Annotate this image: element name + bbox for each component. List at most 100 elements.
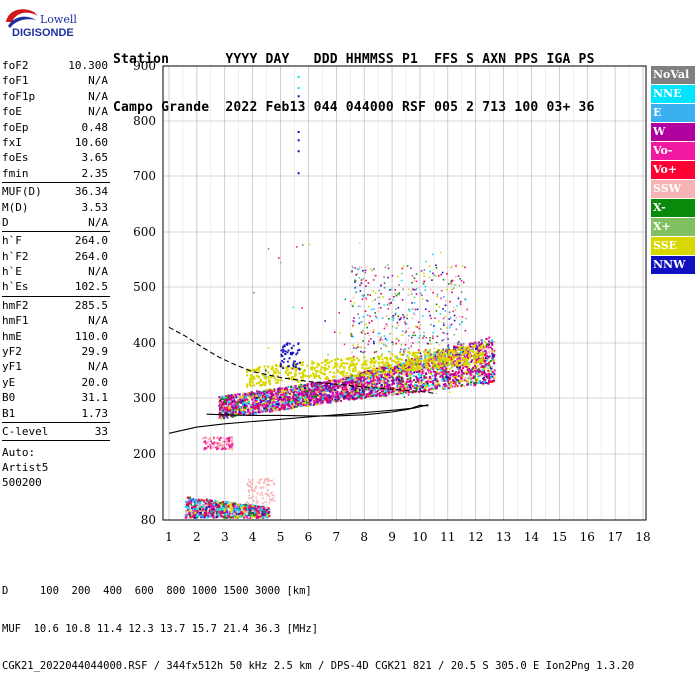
- echo-point: [326, 390, 328, 392]
- echo-point: [389, 305, 391, 307]
- echo-point: [479, 371, 481, 373]
- echo-point: [372, 290, 374, 292]
- echo-point: [486, 355, 488, 357]
- echo-point: [467, 345, 469, 347]
- echo-point: [265, 410, 267, 412]
- echo-point: [440, 328, 442, 330]
- echo-point: [304, 369, 306, 371]
- echo-point: [185, 501, 187, 503]
- echo-point: [456, 328, 458, 330]
- echo-point: [319, 399, 321, 401]
- echo-point: [323, 367, 325, 369]
- echo-point: [442, 348, 444, 350]
- echo-point: [361, 394, 363, 396]
- echo-point: [370, 387, 372, 389]
- x-tick-label: 2: [193, 530, 201, 544]
- echo-point: [440, 373, 442, 375]
- echo-point: [306, 398, 308, 400]
- echo-point: [330, 389, 332, 391]
- echo-point: [361, 346, 363, 348]
- echo-point: [370, 358, 372, 360]
- echo-point: [440, 357, 442, 359]
- echo-point: [409, 386, 411, 388]
- x-tick-label: 8: [360, 530, 368, 544]
- echo-point: [357, 394, 359, 396]
- echo-point: [362, 278, 364, 280]
- echo-point: [205, 512, 207, 514]
- echo-point: [211, 500, 213, 502]
- echo-point: [222, 445, 224, 447]
- echo-point: [450, 374, 452, 376]
- echo-point: [420, 324, 422, 326]
- echo-point: [312, 397, 314, 399]
- echo-point: [275, 372, 277, 374]
- echo-point: [460, 360, 462, 362]
- echo-point: [282, 405, 284, 407]
- grid-lines: [163, 66, 646, 520]
- echo-point: [332, 386, 334, 388]
- echo-point: [451, 292, 453, 294]
- logo-name: DIGISONDE: [12, 27, 74, 39]
- echo-point: [402, 364, 404, 366]
- echo-point: [433, 371, 435, 373]
- echo-point: [362, 385, 364, 387]
- echo-point: [334, 379, 336, 381]
- echo-point: [446, 273, 448, 275]
- echo-point: [192, 500, 194, 502]
- echo-point: [397, 374, 399, 376]
- y-tick-label: 500: [133, 280, 156, 294]
- echo-point: [392, 275, 394, 277]
- echo-point: [457, 372, 459, 374]
- echo-point: [331, 395, 333, 397]
- echo-point: [188, 499, 190, 501]
- echo-point: [273, 401, 275, 403]
- echo-point: [313, 404, 315, 406]
- echo-point: [229, 437, 231, 439]
- echo-point: [262, 381, 264, 383]
- echo-point: [373, 365, 375, 367]
- echo-point: [474, 384, 476, 386]
- echo-point: [398, 317, 400, 319]
- echo-point: [352, 344, 354, 346]
- echo-point: [465, 364, 467, 366]
- echo-point: [361, 376, 363, 378]
- echo-point: [482, 378, 484, 380]
- echo-point: [200, 512, 202, 514]
- echo-point: [362, 391, 364, 393]
- echo-point: [370, 381, 372, 383]
- echo-point: [186, 506, 188, 508]
- echo-point: [207, 509, 209, 511]
- echo-point: [442, 376, 444, 378]
- echo-point: [432, 364, 434, 366]
- echo-point: [386, 388, 388, 390]
- echo-point: [378, 358, 380, 360]
- echo-point: [469, 377, 471, 379]
- echo-point: [259, 395, 261, 397]
- echo-point: [268, 376, 270, 378]
- echo-point: [436, 351, 438, 353]
- echo-point: [231, 437, 233, 439]
- echo-point: [250, 497, 252, 499]
- echo-point: [392, 367, 394, 369]
- echo-point: [240, 396, 242, 398]
- echo-point: [337, 387, 339, 389]
- echo-point: [434, 377, 436, 379]
- echo-point: [281, 404, 283, 406]
- echo-point: [467, 348, 469, 350]
- echo-point: [475, 354, 477, 356]
- echo-point: [257, 397, 259, 399]
- echo-point: [449, 377, 451, 379]
- echo-point: [277, 370, 279, 372]
- echo-point: [272, 389, 274, 391]
- echo-point: [371, 370, 373, 372]
- echo-point: [426, 364, 428, 366]
- echo-point: [237, 513, 239, 515]
- echo-point: [340, 400, 342, 402]
- echo-point: [356, 357, 358, 359]
- echo-point: [286, 389, 288, 391]
- echo-point: [268, 484, 270, 486]
- echo-point: [437, 294, 439, 296]
- echo-point: [290, 406, 292, 408]
- echo-point: [287, 399, 289, 401]
- echo-point: [390, 373, 392, 375]
